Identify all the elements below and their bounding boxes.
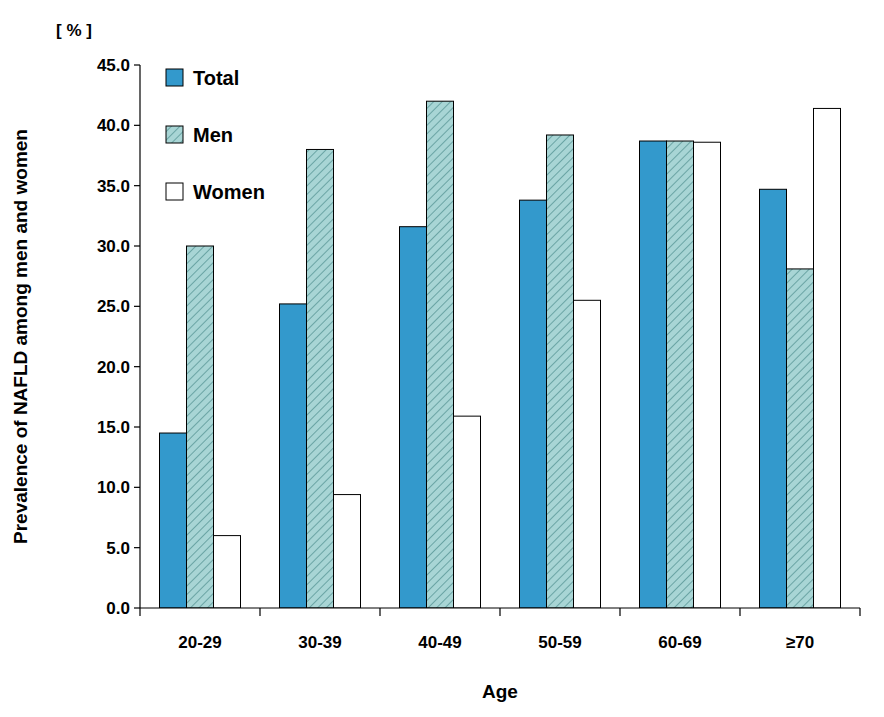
- y-tick: [134, 185, 140, 186]
- bar: [307, 149, 334, 608]
- bar: [814, 108, 841, 608]
- legend-label: Total: [193, 67, 239, 89]
- bar: [667, 141, 694, 608]
- y-axis: [139, 65, 140, 608]
- y-axis-label: Prevalence of NAFLD among men and women: [10, 129, 31, 544]
- legend-swatch: [166, 126, 183, 143]
- x-separator: [619, 608, 620, 616]
- x-separator: [379, 608, 380, 616]
- x-separator: [859, 608, 860, 616]
- chart: 0.0 5.0 10.0 15.0 20.0 25.0 30.0 35.0 40.0 45.0 20…: [0, 0, 884, 717]
- legend: Total Men Women: [166, 67, 265, 203]
- y-tick: [134, 426, 140, 427]
- bar: [547, 135, 574, 608]
- bar: [694, 142, 721, 608]
- x-tick-label: 30-39: [298, 633, 341, 652]
- y-tick-label: 10.0: [97, 478, 130, 497]
- y-tick: [134, 487, 140, 488]
- x-separator: [739, 608, 740, 616]
- y-tick-label: 40.0: [97, 116, 130, 135]
- bar: [520, 200, 547, 608]
- x-axis-label: Age: [482, 681, 518, 702]
- x-tick-label: ≥70: [786, 633, 814, 652]
- y-tick: [134, 547, 140, 548]
- bar: [400, 227, 427, 608]
- x-separator: [499, 608, 500, 616]
- bar: [787, 269, 814, 608]
- unit-label: [ % ]: [56, 21, 92, 40]
- legend-label: Men: [193, 124, 233, 146]
- bar: [427, 101, 454, 608]
- y-tick-label: 35.0: [97, 177, 130, 196]
- bar: [214, 536, 241, 608]
- y-tick-label: 0.0: [106, 599, 130, 618]
- y-tick: [134, 125, 140, 126]
- bar: [334, 495, 361, 608]
- x-separator: [259, 608, 260, 616]
- y-tick: [134, 607, 140, 608]
- legend-swatch: [166, 69, 183, 86]
- y-tick-label: 45.0: [97, 56, 130, 75]
- bar: [454, 416, 481, 608]
- y-tick: [134, 306, 140, 307]
- x-separator: [139, 608, 140, 616]
- y-tick-label: 5.0: [106, 539, 130, 558]
- x-tick-label: 20-29: [178, 633, 221, 652]
- bar: [640, 141, 667, 608]
- legend-swatch: [166, 183, 183, 200]
- bar: [160, 433, 187, 608]
- y-tick-label: 20.0: [97, 358, 130, 377]
- y-tick-label: 15.0: [97, 418, 130, 437]
- x-tick-label: 50-59: [538, 633, 581, 652]
- x-tick-label: 60-69: [658, 633, 701, 652]
- legend-label: Women: [193, 181, 265, 203]
- y-tick-label: 25.0: [97, 297, 130, 316]
- x-tick-label: 40-49: [418, 633, 461, 652]
- bars: [160, 101, 841, 608]
- bar: [187, 246, 214, 608]
- y-tick: [134, 366, 140, 367]
- bar: [760, 189, 787, 608]
- bar: [574, 300, 601, 608]
- y-tick-label: 30.0: [97, 237, 130, 256]
- y-tick: [134, 245, 140, 246]
- y-tick: [134, 64, 140, 65]
- bar: [280, 304, 307, 608]
